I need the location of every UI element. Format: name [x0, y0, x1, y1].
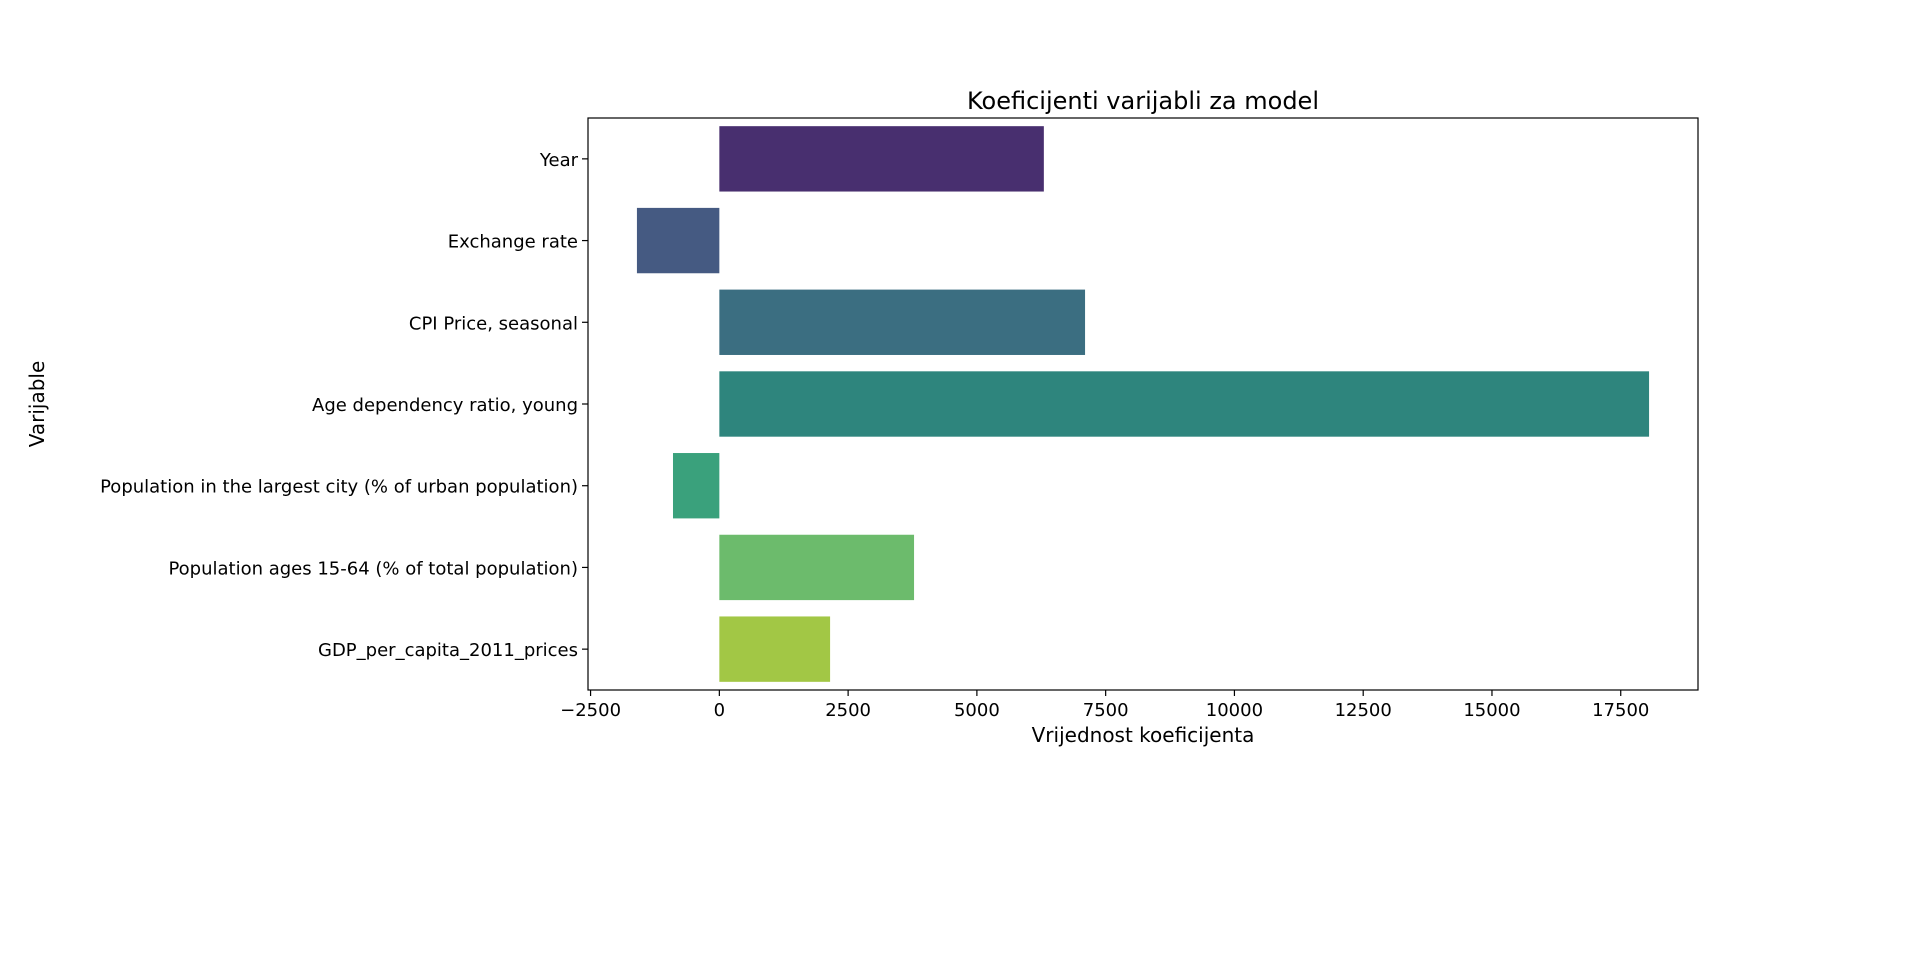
x-tick-label: 0	[714, 700, 725, 721]
y-tick-label: Age dependency ratio, young	[312, 395, 578, 416]
bar	[719, 289, 1086, 355]
x-axis: −2500 0 2500 5000 7500 10000 12500 15000 17500	[560, 690, 1649, 721]
x-tick-label: 15000	[1463, 700, 1520, 721]
chart-title: Koeficijenti varijabli za model	[967, 87, 1319, 115]
x-tick-label: 5000	[954, 700, 1000, 721]
bar	[719, 534, 915, 601]
x-axis-label: Vrijednost koeficijenta	[1032, 723, 1255, 747]
y-tick-label: Exchange rate	[448, 232, 578, 253]
y-axis: Year Exchange rate CPI Price, seasonal Age …	[100, 150, 588, 661]
bar	[719, 126, 1044, 192]
x-tick-label: 12500	[1335, 700, 1392, 721]
y-axis-label: Varijable	[25, 361, 49, 448]
bar	[719, 371, 1650, 437]
bar	[719, 616, 831, 682]
y-tick-label: CPI Price, seasonal	[409, 313, 578, 334]
y-tick-label: Year	[539, 150, 579, 171]
x-tick-label: 17500	[1592, 700, 1649, 721]
x-tick-label: 7500	[1083, 700, 1129, 721]
bar	[636, 207, 720, 274]
y-tick-label: Population in the largest city (% of urb…	[100, 477, 578, 498]
x-tick-label: 2500	[825, 700, 871, 721]
bar	[672, 453, 720, 519]
y-tick-label: GDP_per_capita_2011_prices	[318, 640, 578, 661]
y-tick-label: Population ages 15-64 (% of total popula…	[168, 558, 578, 579]
bars-group	[636, 126, 1650, 682]
x-tick-label: 10000	[1206, 700, 1263, 721]
x-tick-label: −2500	[560, 700, 621, 721]
